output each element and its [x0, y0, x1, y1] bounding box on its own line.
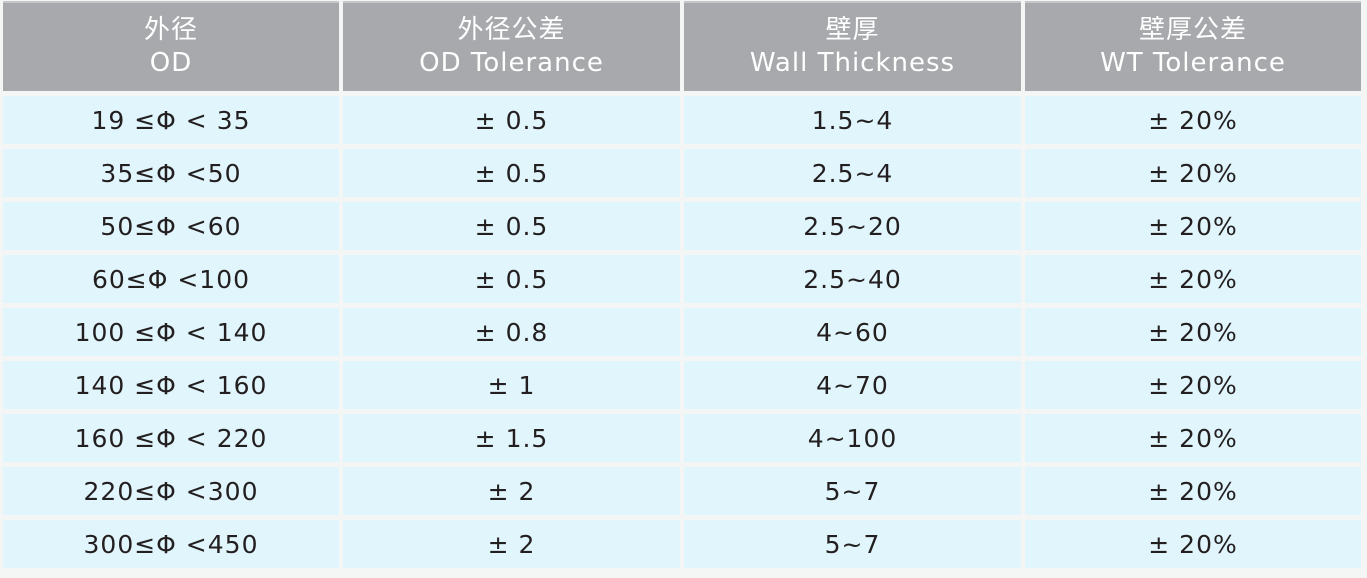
- cell-wall-thickness: 4~70: [684, 361, 1021, 409]
- cell-od-tolerance: ± 1.5: [343, 414, 680, 462]
- cell-wall-thickness: 5~7: [684, 467, 1021, 515]
- cell-wt-tolerance: ± 20%: [1025, 520, 1361, 568]
- cell-od: 220≤Φ <300: [3, 467, 339, 515]
- header-wt-tolerance: 壁厚公差 WT Tolerance: [1025, 1, 1361, 91]
- cell-od: 35≤Φ <50: [3, 149, 339, 197]
- cell-od: 300≤Φ <450: [3, 520, 339, 568]
- header-od-tolerance-zh: 外径公差: [457, 15, 566, 45]
- cell-od: 60≤Φ <100: [3, 255, 339, 303]
- cell-wt-tolerance: ± 20%: [1025, 361, 1361, 409]
- cell-wt-tolerance: ± 20%: [1025, 96, 1361, 144]
- cell-od: 19 ≤Φ < 35: [3, 96, 339, 144]
- cell-wall-thickness: 5~7: [684, 520, 1021, 568]
- header-wall-thickness: 壁厚 Wall Thickness: [684, 1, 1021, 91]
- cell-od-tolerance: ± 0.5: [343, 255, 680, 303]
- cell-wt-tolerance: ± 20%: [1025, 308, 1361, 356]
- cell-wall-thickness: 4~100: [684, 414, 1021, 462]
- header-od-zh: 外径: [143, 15, 198, 45]
- cell-wt-tolerance: ± 20%: [1025, 467, 1361, 515]
- tolerance-table: 外径 OD 外径公差 OD Tolerance 壁厚 Wall Thickness 壁厚公差…: [3, 1, 1365, 568]
- cell-od-tolerance: ± 0.5: [343, 96, 680, 144]
- header-wt-tolerance-zh: 壁厚公差: [1138, 15, 1247, 45]
- header-wall-thickness-zh: 壁厚: [825, 15, 880, 45]
- cell-wall-thickness: 2.5~4: [684, 149, 1021, 197]
- cell-wt-tolerance: ± 20%: [1025, 202, 1361, 250]
- header-wall-thickness-en: Wall Thickness: [749, 48, 956, 78]
- cell-od: 50≤Φ <60: [3, 202, 339, 250]
- cell-wall-thickness: 2.5~20: [684, 202, 1021, 250]
- cell-od-tolerance: ± 1: [343, 361, 680, 409]
- cell-od: 140 ≤Φ < 160: [3, 361, 339, 409]
- cell-od-tolerance: ± 0.8: [343, 308, 680, 356]
- cell-wall-thickness: 2.5~40: [684, 255, 1021, 303]
- cell-wt-tolerance: ± 20%: [1025, 414, 1361, 462]
- header-od: 外径 OD: [3, 1, 339, 91]
- cell-od-tolerance: ± 2: [343, 467, 680, 515]
- header-od-tolerance-en: OD Tolerance: [419, 48, 604, 78]
- header-od-tolerance: 外径公差 OD Tolerance: [343, 1, 680, 91]
- cell-wt-tolerance: ± 20%: [1025, 255, 1361, 303]
- header-wt-tolerance-en: WT Tolerance: [1100, 48, 1286, 78]
- cell-od-tolerance: ± 2: [343, 520, 680, 568]
- cell-od: 160 ≤Φ < 220: [3, 414, 339, 462]
- cell-wall-thickness: 4~60: [684, 308, 1021, 356]
- cell-wall-thickness: 1.5~4: [684, 96, 1021, 144]
- cell-od: 100 ≤Φ < 140: [3, 308, 339, 356]
- header-od-en: OD: [149, 48, 193, 78]
- cell-od-tolerance: ± 0.5: [343, 149, 680, 197]
- cell-wt-tolerance: ± 20%: [1025, 149, 1361, 197]
- cell-od-tolerance: ± 0.5: [343, 202, 680, 250]
